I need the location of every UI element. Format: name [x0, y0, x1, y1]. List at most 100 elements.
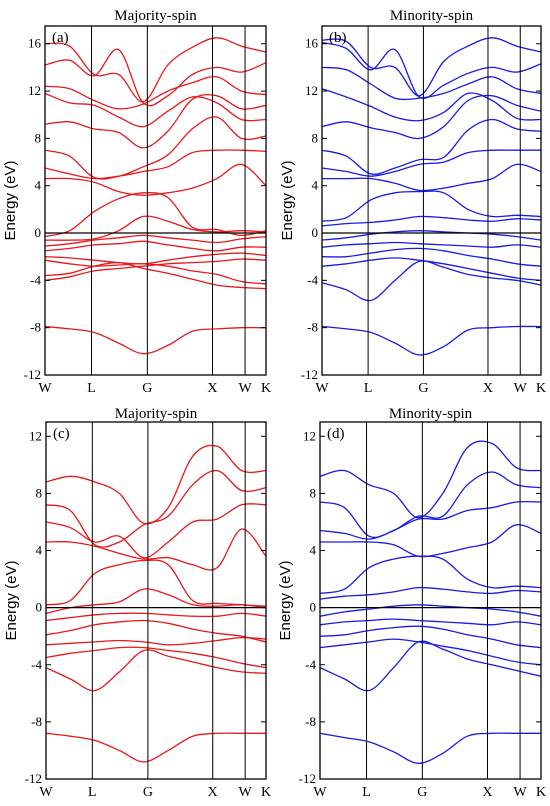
band-line — [46, 732, 266, 763]
band-line — [322, 257, 541, 282]
kpoint-label: G — [143, 785, 153, 800]
y-tick-label: -12 — [24, 367, 41, 382]
band-line — [45, 325, 266, 355]
band-lines — [45, 37, 266, 355]
band-line — [322, 247, 541, 267]
band-line — [45, 76, 266, 110]
plot-frame — [321, 25, 542, 376]
band-line — [320, 638, 541, 666]
band-line — [45, 240, 266, 252]
band-lines — [322, 37, 541, 356]
band-line — [322, 41, 541, 99]
band-line — [322, 149, 541, 177]
panel-tag: (c) — [53, 426, 70, 442]
kpoint-label: K — [261, 381, 271, 396]
y-tick-label: -12 — [25, 771, 42, 786]
kpoint-label: L — [87, 381, 96, 396]
y-axis-label: Energy (eV) — [3, 560, 20, 640]
y-tick-label: 8 — [310, 485, 317, 500]
band-line — [322, 215, 541, 227]
kpoint-label: G — [418, 381, 428, 396]
band-line — [46, 646, 266, 669]
y-tick-label: -12 — [301, 367, 318, 382]
kpoint-label: G — [417, 785, 427, 800]
plot-frame — [45, 421, 267, 780]
band-line — [46, 619, 266, 643]
y-tick-label: 8 — [36, 485, 43, 500]
kpoint-label: W — [514, 381, 528, 396]
y-axis-label: Energy (eV) — [279, 160, 296, 240]
panel-title: Minority-spin — [389, 406, 473, 422]
band-line — [322, 118, 541, 175]
band-line — [45, 191, 266, 238]
band-line — [45, 163, 266, 196]
kpoint-label: K — [536, 785, 546, 800]
y-tick-label: 12 — [29, 428, 42, 443]
band-line — [46, 612, 266, 622]
band-line — [45, 261, 266, 290]
band-line — [45, 116, 266, 180]
band-line — [45, 252, 266, 265]
kpoint-label: X — [483, 381, 493, 396]
y-tick-label: 16 — [305, 36, 319, 51]
band-line — [322, 88, 541, 122]
band-line — [45, 149, 266, 180]
band-line — [320, 440, 541, 519]
y-tick-label: 8 — [312, 130, 319, 145]
band-line — [322, 260, 541, 302]
y-tick-label: 12 — [303, 428, 316, 443]
band-line — [46, 588, 266, 615]
band-line — [46, 528, 266, 571]
band-line — [322, 190, 541, 222]
y-axis-label: Energy (eV) — [2, 160, 19, 240]
band-line — [45, 259, 266, 285]
band-line — [322, 325, 541, 356]
y-tick-label: 4 — [35, 178, 42, 193]
y-tick-label: -8 — [307, 320, 318, 335]
band-line — [320, 732, 541, 764]
y-tick-label: -8 — [30, 320, 41, 335]
band-lines — [320, 440, 541, 764]
plot-frame — [44, 25, 267, 376]
band-line — [320, 604, 541, 617]
y-tick-label: 12 — [305, 83, 318, 98]
band-line — [322, 241, 541, 248]
kpoint-label: X — [482, 785, 492, 800]
band-line — [45, 92, 266, 128]
band-line — [45, 93, 266, 149]
y-tick-label: -4 — [307, 272, 318, 287]
panel-title: Majority-spin — [115, 406, 198, 422]
kpoint-label: K — [536, 381, 546, 396]
band-line — [45, 37, 266, 103]
band-line — [46, 469, 266, 548]
y-tick-label: 0 — [312, 225, 319, 240]
y-tick-label: -4 — [30, 272, 41, 287]
y-tick-label: 0 — [310, 600, 317, 615]
band-line — [45, 215, 266, 241]
panel-tag: (b) — [329, 30, 347, 46]
panel-title: Minority-spin — [390, 8, 474, 24]
y-tick-label: -8 — [305, 714, 316, 729]
band-line — [320, 500, 541, 540]
y-tick-label: -4 — [305, 657, 316, 672]
kpoint-label: W — [315, 381, 329, 396]
y-tick-label: 4 — [312, 178, 319, 193]
kpoint-label: L — [364, 381, 373, 396]
y-tick-label: -4 — [31, 657, 42, 672]
y-tick-label: 4 — [36, 543, 43, 558]
band-line — [320, 625, 541, 649]
plot-frame — [319, 421, 542, 780]
kpoint-label: K — [261, 785, 271, 800]
y-tick-label: 8 — [35, 130, 42, 145]
kpoint-label: L — [362, 785, 371, 800]
band-line — [46, 636, 266, 646]
kpoint-label: W — [513, 785, 527, 800]
band-line — [322, 37, 541, 97]
band-line — [322, 66, 541, 101]
band-line — [320, 640, 541, 692]
kpoint-label: X — [207, 381, 217, 396]
